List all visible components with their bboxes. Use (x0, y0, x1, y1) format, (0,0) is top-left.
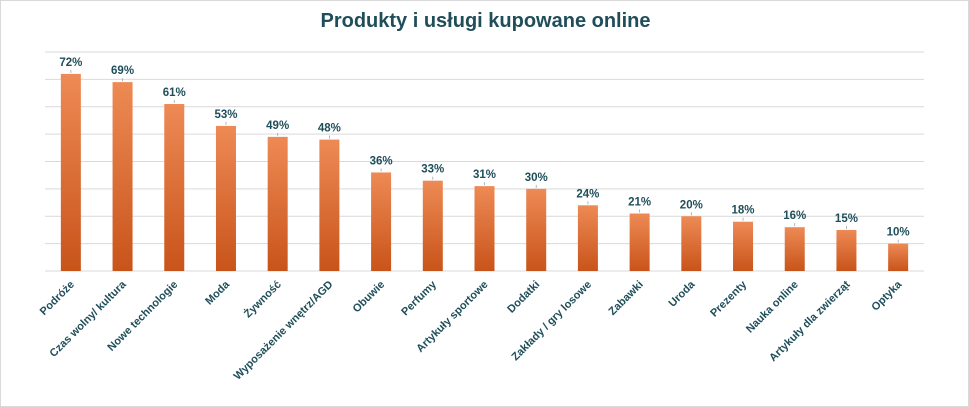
data-label-16: 15% (835, 213, 858, 225)
x-tick-label-12: Zabawki (607, 279, 646, 318)
bar-16 (836, 229, 857, 271)
x-tick-label-6: Wyposażenie wnętrz/AGD (232, 279, 336, 383)
data-label-9: 31% (473, 169, 496, 181)
x-tick-label-13: Uroda (666, 278, 698, 310)
bar-17 (888, 243, 909, 271)
data-label-3: 61% (163, 87, 186, 99)
data-label-7: 36% (370, 155, 393, 167)
data-label-14: 18% (732, 205, 755, 217)
bar-14 (733, 221, 754, 271)
bar-4 (215, 125, 236, 271)
data-label-12: 21% (628, 197, 651, 209)
bar-12 (629, 213, 650, 271)
data-label-8: 33% (421, 164, 444, 176)
bar-8 (422, 180, 443, 271)
bar-10 (526, 188, 547, 271)
data-label-2: 69% (111, 65, 134, 77)
bar-15 (784, 227, 805, 271)
data-label-10: 30% (525, 172, 548, 184)
x-tick-label-17: Optyka (869, 278, 904, 313)
data-label-4: 53% (214, 109, 237, 121)
x-tick-label-14: Prezenty (708, 278, 750, 320)
bar-7 (371, 172, 392, 271)
x-tick-label-10: Dodatki (505, 279, 542, 316)
data-label-13: 20% (680, 199, 703, 211)
bar-1 (60, 73, 81, 272)
bar-11 (577, 205, 598, 271)
x-tick-label-15: Nauka online (744, 279, 801, 336)
data-label-11: 24% (576, 188, 599, 200)
x-tick-label-4: Moda (203, 278, 232, 307)
bar-2 (112, 82, 133, 271)
x-tick-label-7: Obuwie (351, 279, 388, 316)
bar-13 (681, 216, 702, 271)
x-tick-label-8: Perfumy (399, 278, 439, 318)
data-label-15: 16% (783, 210, 806, 222)
bar-3 (164, 104, 185, 271)
bar-6 (319, 139, 340, 271)
bar-5 (267, 136, 288, 271)
x-tick-label-1: Podróże (38, 279, 77, 318)
data-label-5: 49% (266, 120, 289, 132)
data-label-1: 72% (59, 57, 82, 69)
data-label-6: 48% (318, 123, 341, 135)
x-tick-label-5: Żywność (241, 278, 283, 320)
chart-title: Produkty i usługi kupowane online (320, 10, 651, 32)
bar-9 (474, 186, 495, 271)
data-label-17: 10% (887, 227, 910, 239)
